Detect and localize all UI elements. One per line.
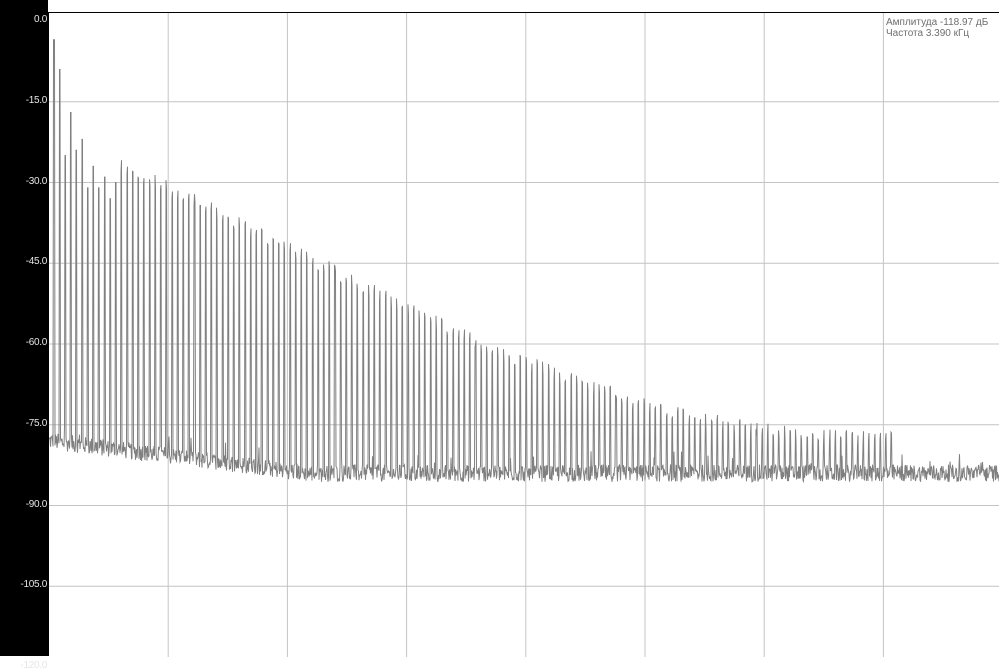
y-tick-label: 0.0 [33, 14, 47, 25]
amplitude-readout: Амплитуда -118.97 дБ [886, 17, 989, 28]
y-tick-label: -15.0 [25, 94, 48, 106]
y-tick-label: -75.0 [25, 417, 48, 429]
y-tick-label: -30.0 [25, 175, 48, 187]
y-tick-label: -105.0 [20, 579, 47, 591]
plot-area[interactable] [48, 12, 999, 668]
spectrum-chart [48, 13, 999, 668]
spectrum-trace [48, 39, 999, 484]
y-tick-label: -120.0 [20, 660, 47, 671]
y-tick-label: -90.0 [25, 498, 48, 510]
y-tick-label: -45.0 [25, 256, 48, 268]
y-axis-panel: 0.0 -15.0 -30.0 -45.0 -60.0 -75.0 -90.0 -105.0 -… [0, 0, 48, 671]
cursor-readout: Амплитуда -118.97 дБ Частота 3.390 кГц [886, 17, 988, 39]
y-tick-label: -60.0 [25, 337, 48, 348]
frequency-readout: Частота 3.390 кГц [886, 28, 970, 39]
